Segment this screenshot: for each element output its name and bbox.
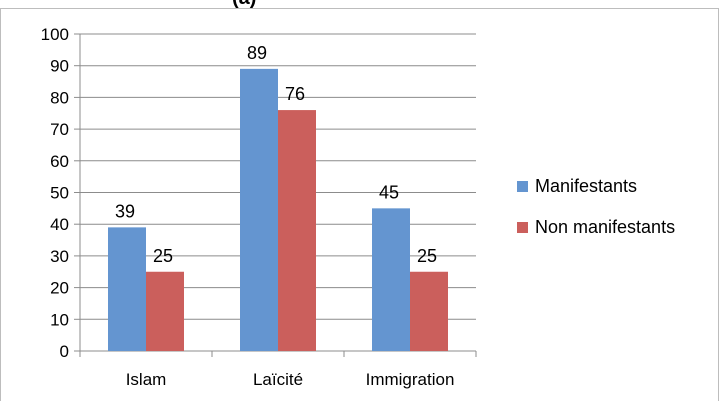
y-tick-label-100: 100 (41, 25, 69, 44)
data-label-manifestants-2: 45 (379, 182, 399, 202)
y-tick-label-70: 70 (50, 120, 69, 139)
bar-manifestants-1 (240, 68, 278, 352)
bar-non-manifestants-1 (278, 110, 316, 351)
legend-item-manifestants: Manifestants (517, 175, 675, 197)
y-tick-label-20: 20 (50, 279, 69, 298)
x-tick-label-0: Islam (126, 370, 167, 389)
bar-non-manifestants-0 (146, 271, 184, 351)
y-tick-label-50: 50 (50, 184, 69, 203)
legend-item-non-manifestants: Non manifestants (517, 216, 675, 238)
chart-title-fragment: (a) (230, 0, 259, 8)
data-label-non-manifestants-2: 25 (417, 246, 437, 266)
y-tick-label-80: 80 (50, 88, 69, 107)
y-tick-label-40: 40 (50, 215, 69, 234)
x-tick-label-1: Laïcité (253, 370, 303, 389)
y-tick-label-10: 10 (50, 310, 69, 329)
data-label-manifestants-1: 89 (247, 43, 267, 63)
legend-swatch-non-manifestants (517, 221, 528, 233)
y-tick-label-90: 90 (50, 57, 69, 76)
legend-swatch-manifestants (517, 180, 528, 192)
bar-manifestants-0 (108, 227, 146, 351)
x-tick-label-2: Immigration (366, 370, 455, 389)
bar-manifestants-2 (372, 208, 410, 351)
y-tick-label-30: 30 (50, 247, 69, 266)
bar-non-manifestants-2 (410, 271, 448, 351)
y-tick-label-60: 60 (50, 152, 69, 171)
legend-label-non-manifestants: Non manifestants (535, 216, 676, 237)
data-label-non-manifestants-0: 25 (153, 246, 173, 266)
data-label-manifestants-0: 39 (115, 201, 135, 221)
y-tick-label-0: 0 (60, 342, 69, 361)
data-label-non-manifestants-1: 76 (285, 84, 305, 104)
legend: Manifestants Non manifestants (517, 175, 675, 257)
legend-label-manifestants: Manifestants (535, 175, 638, 196)
